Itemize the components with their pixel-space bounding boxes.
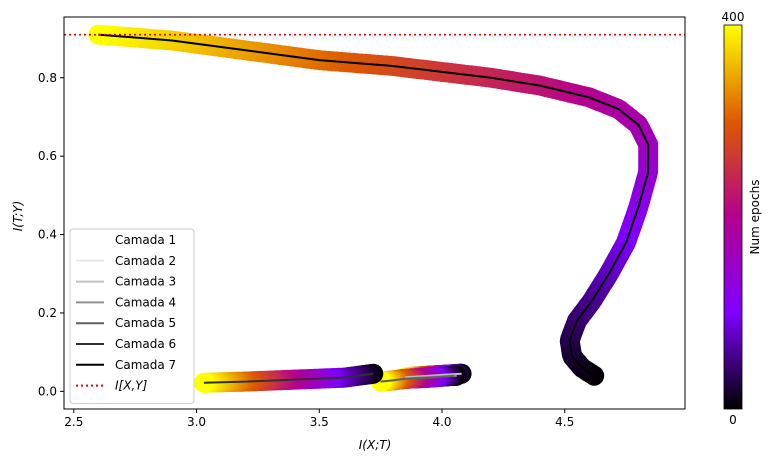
series-line <box>98 33 650 377</box>
legend-label: Camada 2 <box>115 254 176 268</box>
layer-lines <box>98 33 650 384</box>
colorbar-label: Num epochs <box>748 180 762 255</box>
x-tick-label: 4.0 <box>432 415 451 429</box>
legend: Camada 1 Camada 2 Camada 3 Camada 4 Camada 5… <box>69 228 195 404</box>
x-tick-label: 3.0 <box>187 415 206 429</box>
legend-box <box>69 228 195 404</box>
x-axis-label: I(X;T) <box>359 438 392 452</box>
legend-label: Camada 5 <box>115 316 176 330</box>
series-line <box>405 372 462 379</box>
x-tick-label: 2.5 <box>64 415 83 429</box>
x-tick-label: 3.5 <box>310 415 329 429</box>
legend-label: Camada 4 <box>115 295 176 309</box>
colorbar-min-label: 0 <box>729 413 737 427</box>
y-tick-label: 0.2 <box>38 306 57 320</box>
y-tick-label: 0.4 <box>38 228 57 242</box>
series-line <box>203 372 374 384</box>
colorbar-gradient <box>723 24 743 410</box>
y-tick-label: 0.0 <box>38 384 57 398</box>
x-tick-label: 4.5 <box>555 415 574 429</box>
series-line <box>380 374 455 383</box>
colorbar-max-label: 400 <box>722 10 745 24</box>
y-axis: 0.0 0.2 0.4 0.6 0.8 <box>38 71 64 398</box>
colorbar: 400 0 Num epochs <box>722 10 762 427</box>
legend-label: I[X,Y] <box>115 379 148 393</box>
plot-frame <box>63 16 686 410</box>
legend-label: Camada 3 <box>115 275 176 289</box>
legend-label: Camada 7 <box>115 358 176 372</box>
legend-label: Camada 6 <box>115 337 176 351</box>
y-axis-label: I(T;Y) <box>11 201 25 232</box>
y-tick-label: 0.6 <box>38 149 57 163</box>
x-axis: 2.5 3.0 3.5 4.0 4.5 <box>64 409 574 429</box>
y-tick-label: 0.8 <box>38 71 57 85</box>
legend-label: Camada 1 <box>115 233 176 247</box>
